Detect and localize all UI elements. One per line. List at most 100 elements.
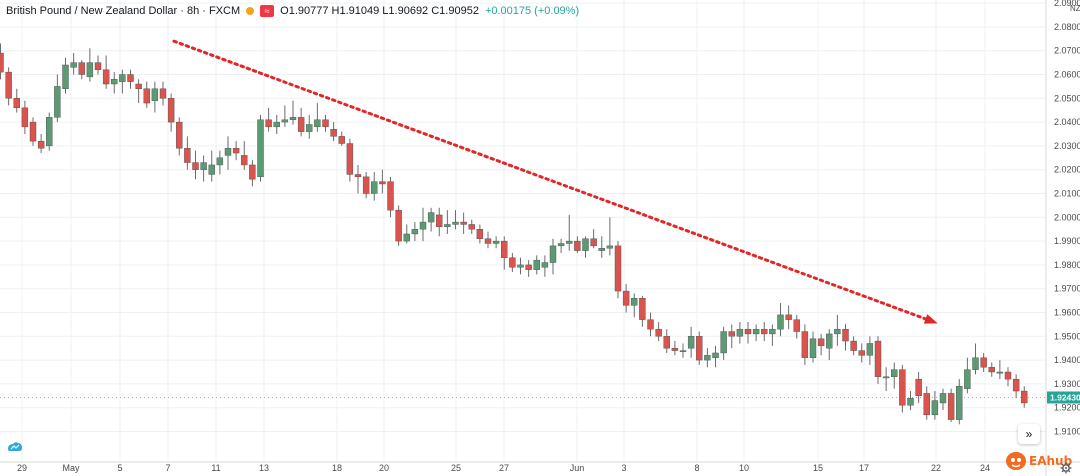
candle[interactable] xyxy=(468,219,475,234)
candle[interactable] xyxy=(882,367,890,392)
candle[interactable] xyxy=(224,136,232,170)
candle[interactable] xyxy=(647,312,654,337)
candle[interactable] xyxy=(598,236,605,258)
candle[interactable] xyxy=(517,257,524,275)
candle[interactable] xyxy=(21,100,29,134)
candle[interactable] xyxy=(947,388,955,422)
candle[interactable] xyxy=(460,212,467,234)
candle[interactable] xyxy=(184,136,191,170)
candle[interactable] xyxy=(858,343,865,363)
candle[interactable] xyxy=(127,69,134,89)
candle[interactable] xyxy=(135,79,142,104)
candle[interactable] xyxy=(232,141,240,161)
candle[interactable] xyxy=(809,331,817,363)
candle[interactable] xyxy=(484,231,492,249)
candle[interactable] xyxy=(622,283,630,313)
candle[interactable] xyxy=(86,48,94,82)
candle[interactable] xyxy=(736,322,744,344)
candle[interactable] xyxy=(241,141,248,170)
candle[interactable] xyxy=(501,236,508,270)
candle[interactable] xyxy=(192,150,199,180)
candle[interactable] xyxy=(216,150,224,175)
gear-icon[interactable] xyxy=(1060,462,1072,474)
candle[interactable] xyxy=(850,336,857,356)
candle[interactable] xyxy=(704,348,711,368)
candle[interactable] xyxy=(801,324,809,365)
candle[interactable] xyxy=(102,55,110,89)
candle[interactable] xyxy=(834,314,841,346)
candle[interactable] xyxy=(663,329,670,353)
candle[interactable] xyxy=(330,122,337,142)
candle[interactable] xyxy=(143,81,150,108)
candle[interactable] xyxy=(62,57,69,94)
candle[interactable] xyxy=(70,53,77,75)
candle[interactable] xyxy=(842,324,849,351)
candle[interactable] xyxy=(614,241,622,299)
candle[interactable] xyxy=(362,172,370,199)
candle[interactable] xyxy=(37,134,45,154)
candle[interactable] xyxy=(29,117,37,146)
candle[interactable] xyxy=(509,253,516,273)
candle[interactable] xyxy=(208,150,215,182)
candle[interactable] xyxy=(346,138,354,182)
candle[interactable] xyxy=(679,343,687,358)
candle[interactable] xyxy=(874,336,882,384)
candle[interactable] xyxy=(119,69,126,94)
candle[interactable] xyxy=(371,172,378,201)
candle[interactable] xyxy=(671,341,679,356)
candle[interactable] xyxy=(899,364,906,413)
candle[interactable] xyxy=(5,67,12,106)
candle[interactable] xyxy=(574,236,581,253)
candle[interactable] xyxy=(988,362,995,377)
candle[interactable] xyxy=(891,362,898,389)
candle[interactable] xyxy=(826,329,833,361)
candle[interactable] xyxy=(964,357,971,394)
candle[interactable] xyxy=(249,160,256,187)
candle[interactable] xyxy=(395,205,402,246)
candle[interactable] xyxy=(436,207,443,237)
candle[interactable] xyxy=(46,112,53,151)
candle[interactable] xyxy=(712,345,719,368)
candle[interactable] xyxy=(931,391,939,420)
candle[interactable] xyxy=(533,255,540,275)
candle[interactable] xyxy=(354,164,362,194)
candle[interactable] xyxy=(777,302,784,337)
candle[interactable] xyxy=(566,214,573,251)
candle[interactable] xyxy=(1012,374,1020,399)
candle[interactable] xyxy=(379,169,386,194)
candle[interactable] xyxy=(939,388,947,411)
candle[interactable] xyxy=(492,236,500,249)
candle[interactable] xyxy=(297,107,305,137)
candle[interactable] xyxy=(980,352,987,372)
candle[interactable] xyxy=(996,360,1004,380)
trend-line-layer[interactable] xyxy=(172,39,938,324)
candle[interactable] xyxy=(314,103,321,132)
candle[interactable] xyxy=(549,238,557,275)
candle[interactable] xyxy=(696,331,703,365)
candle[interactable] xyxy=(306,114,313,139)
candle[interactable] xyxy=(167,93,175,132)
candle[interactable] xyxy=(793,314,800,339)
candle[interactable] xyxy=(907,391,914,411)
candle[interactable] xyxy=(322,114,329,132)
candle[interactable] xyxy=(817,333,825,356)
candle[interactable] xyxy=(265,107,272,132)
candle[interactable] xyxy=(582,236,589,258)
candle[interactable] xyxy=(785,305,792,330)
candle[interactable] xyxy=(411,222,419,242)
candle[interactable] xyxy=(744,322,752,344)
candle[interactable] xyxy=(923,386,930,420)
candle[interactable] xyxy=(257,114,264,182)
candle[interactable] xyxy=(525,260,532,277)
candle[interactable] xyxy=(111,72,118,94)
candle[interactable] xyxy=(972,343,979,375)
candle[interactable] xyxy=(151,81,159,113)
candle[interactable] xyxy=(720,326,727,361)
candle[interactable] xyxy=(452,210,459,230)
candle[interactable] xyxy=(200,155,207,182)
candle[interactable] xyxy=(444,210,451,234)
candle[interactable] xyxy=(1021,386,1028,408)
candle[interactable] xyxy=(915,372,922,403)
candle[interactable] xyxy=(54,74,61,123)
